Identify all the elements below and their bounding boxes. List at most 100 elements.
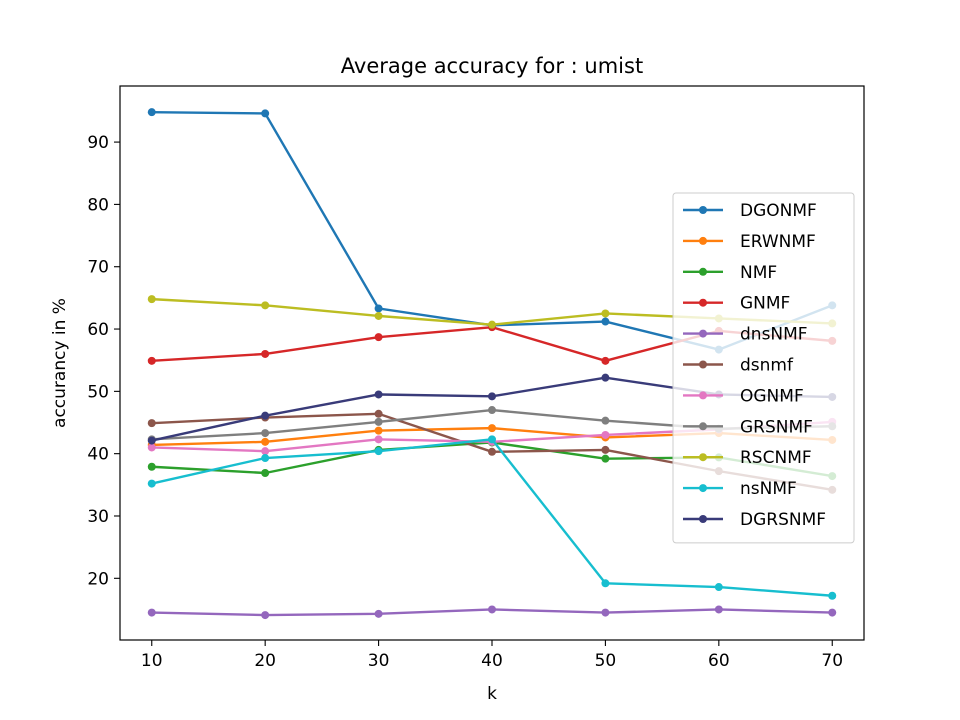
data-point (261, 411, 270, 420)
data-point (374, 609, 383, 618)
legend-entry: ERWNMF (683, 232, 816, 252)
data-point (828, 608, 837, 617)
data-point (601, 579, 610, 588)
x-tick-label: 60 (708, 651, 730, 671)
data-point (147, 108, 156, 117)
x-tick-label: 40 (481, 651, 503, 671)
legend-swatch-marker (699, 206, 707, 214)
data-point (601, 445, 610, 454)
data-point (714, 583, 723, 592)
data-point (714, 605, 723, 614)
x-tick-label: 50 (595, 651, 617, 671)
x-tick-label: 10 (141, 651, 163, 671)
data-point (601, 356, 610, 365)
x-axis-label: k (487, 684, 497, 704)
data-point (261, 301, 270, 310)
legend-label: ERWNMF (740, 232, 816, 252)
data-point (488, 605, 496, 614)
legend-swatch-marker (699, 298, 707, 307)
data-point (261, 447, 270, 456)
legend-label: dnsNMF (740, 325, 808, 345)
data-point (374, 311, 383, 320)
legend-entry: dnsNMF (683, 325, 808, 345)
legend-swatch-marker (699, 267, 707, 276)
data-point (601, 309, 610, 318)
series-nsnmf (147, 435, 837, 600)
legend-label: GNMF (740, 294, 790, 314)
data-point (601, 317, 610, 326)
data-point (374, 435, 383, 444)
data-point (374, 409, 383, 418)
legend-entry: RSCNMF (683, 448, 812, 468)
data-point (261, 468, 270, 477)
legend-swatch-marker (699, 329, 707, 338)
data-point (261, 611, 270, 620)
legend-entry: GNMF (683, 294, 790, 314)
data-point (374, 447, 383, 456)
data-point (488, 435, 496, 444)
data-point (147, 295, 156, 304)
data-point (601, 430, 610, 439)
legend-swatch-marker (699, 360, 707, 369)
legend-swatch-marker (699, 484, 707, 493)
x-tick-label: 70 (821, 651, 843, 671)
data-point (601, 454, 610, 463)
data-point (488, 392, 496, 401)
data-point (147, 608, 156, 617)
data-point (828, 591, 837, 600)
y-tick-label: 70 (87, 258, 109, 278)
legend-swatch-marker (699, 236, 707, 245)
data-point (147, 443, 156, 452)
data-point (601, 608, 610, 617)
data-point (147, 436, 156, 445)
data-point (261, 437, 270, 446)
data-point (488, 320, 496, 329)
y-tick-label: 20 (87, 569, 109, 589)
data-point (488, 447, 496, 456)
legend-label: GRSNMF (740, 417, 813, 437)
y-tick-label: 80 (87, 195, 109, 215)
data-point (374, 417, 383, 426)
legend-swatch-marker (699, 391, 707, 400)
data-point (261, 109, 270, 118)
series-dnsnmf (147, 605, 837, 620)
legend-entry: NMF (683, 263, 777, 283)
x-tick-label: 30 (368, 651, 390, 671)
legend-entry: GRSNMF (683, 417, 813, 437)
legend-label: DGONMF (740, 201, 817, 221)
legend-label: DGRSNMF (740, 510, 826, 530)
y-tick-label: 40 (87, 445, 109, 465)
legend-label: nsNMF (740, 479, 797, 499)
legend-entry: dsnmf (683, 356, 794, 376)
data-point (147, 419, 156, 428)
legend-entry: nsNMF (683, 479, 797, 499)
data-point (374, 304, 383, 313)
y-tick-label: 90 (87, 133, 109, 153)
legend-entry: DGRSNMF (683, 510, 826, 530)
legend-label: OGNMF (740, 386, 804, 406)
y-axis: 20 30 40 50 60 70 80 90 (87, 133, 120, 589)
data-point (261, 349, 270, 358)
data-point (147, 462, 156, 471)
data-point (374, 426, 383, 435)
x-axis: 10 20 30 40 50 60 70 (141, 640, 843, 671)
x-tick-label: 20 (254, 651, 276, 671)
data-point (374, 333, 383, 342)
data-point (601, 373, 610, 382)
data-point (488, 424, 496, 433)
legend-entry: OGNMF (683, 386, 804, 406)
data-point (261, 429, 270, 438)
data-point (261, 454, 270, 463)
legend-label: dsnmf (740, 356, 794, 376)
legend-swatch-marker (699, 422, 707, 431)
data-point (601, 416, 610, 425)
legend-label: NMF (740, 263, 777, 283)
chart-title: Average accuracy for : umist (341, 54, 643, 78)
data-point (374, 390, 383, 399)
legend-swatch-marker (699, 515, 707, 523)
legend-box (672, 192, 855, 544)
legend-entry: DGONMF (683, 201, 817, 221)
data-point (488, 406, 496, 415)
legend: DGONMF ERWNMF NMF GNMF dnsNMF dsnmf OGNMF GRSNM… (672, 192, 855, 544)
